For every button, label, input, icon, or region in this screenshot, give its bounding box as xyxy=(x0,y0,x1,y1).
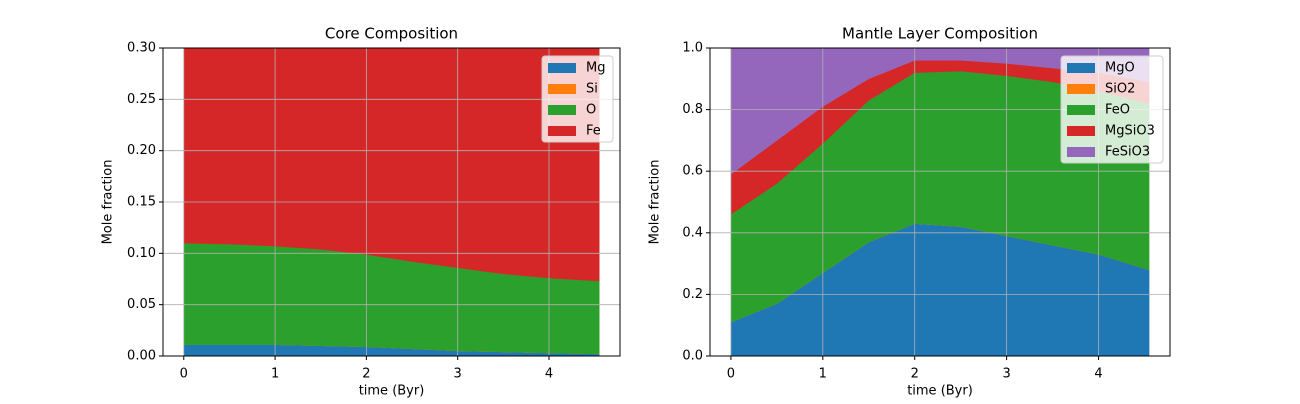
y-tick-label: 0.15 xyxy=(127,195,156,210)
x-tick-label: 2 xyxy=(362,367,370,382)
chart-title: Core Composition xyxy=(325,25,458,43)
legend-label: SiO2 xyxy=(1105,82,1135,97)
y-tick-label: 1.0 xyxy=(682,41,703,56)
x-axis-label: time (Byr) xyxy=(359,384,425,399)
x-tick-label: 3 xyxy=(454,367,462,382)
x-axis-label: time (Byr) xyxy=(907,384,973,399)
legend-label: O xyxy=(586,103,596,118)
legend-swatch xyxy=(1067,105,1095,115)
legend-label: FeO xyxy=(1105,103,1130,118)
area xyxy=(183,48,600,282)
legend-swatch xyxy=(548,126,576,136)
legend-label: FeSiO3 xyxy=(1105,145,1150,160)
y-axis-label: Mole fraction xyxy=(101,160,116,245)
legend-label: Si xyxy=(586,82,598,97)
y-tick-label: 0.8 xyxy=(682,102,703,117)
legend-label: MgO xyxy=(1105,61,1135,76)
x-tick-label: 1 xyxy=(819,367,827,382)
y-tick-label: 0.05 xyxy=(127,297,156,312)
legend-box xyxy=(541,55,614,143)
y-tick-label: 0.30 xyxy=(127,41,156,56)
x-tick-label: 3 xyxy=(1002,367,1010,382)
legend-swatch xyxy=(548,105,576,115)
legend-swatch xyxy=(1067,84,1095,94)
legend-label: MgSiO3 xyxy=(1105,124,1155,139)
x-tick-label: 4 xyxy=(545,367,553,382)
legend-box xyxy=(1060,55,1164,164)
legend-swatch xyxy=(548,84,576,94)
axes-frame xyxy=(162,47,621,357)
y-tick-label: 0.4 xyxy=(682,225,703,240)
legend-swatch xyxy=(1067,147,1095,157)
legend-swatch xyxy=(548,63,576,73)
plot-area xyxy=(730,48,1150,356)
x-tick-label: 4 xyxy=(1094,367,1102,382)
legend-swatch xyxy=(1067,126,1095,136)
x-tick-label: 0 xyxy=(727,367,735,382)
x-tick-label: 1 xyxy=(271,367,279,382)
y-tick-label: 0.00 xyxy=(127,349,156,364)
legend-label: Fe xyxy=(586,124,601,139)
x-tick-label: 2 xyxy=(911,367,919,382)
y-tick-label: 0.6 xyxy=(682,164,703,179)
x-tick-label: 0 xyxy=(180,367,188,382)
legend-swatch xyxy=(1067,63,1095,73)
axes-frame xyxy=(709,47,1171,357)
legend-label: Mg xyxy=(586,61,605,76)
y-tick-label: 0.20 xyxy=(127,143,156,158)
y-axis-label: Mole fraction xyxy=(648,160,663,245)
y-tick-label: 0.2 xyxy=(682,287,703,302)
y-tick-label: 0.0 xyxy=(682,349,703,364)
y-tick-label: 0.25 xyxy=(127,92,156,107)
y-tick-label: 0.10 xyxy=(127,246,156,261)
chart-title: Mantle Layer Composition xyxy=(842,25,1038,43)
plot-area xyxy=(183,48,600,356)
